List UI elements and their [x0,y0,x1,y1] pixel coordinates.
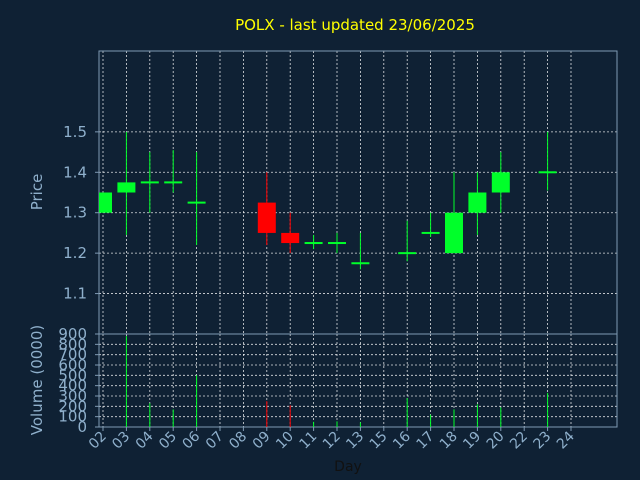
candle-body [117,182,136,193]
volume-tick-label: 300 [58,387,87,405]
candle-body [538,171,557,174]
candles [99,131,557,270]
volume-grid [99,334,617,427]
price-grid [99,51,617,334]
volume-tick-label: 0 [77,418,87,436]
candle-body [351,262,370,265]
x-tick-label: 15 [367,429,391,453]
candle-body [445,212,463,254]
x-axis: 02 03 04 05 06 07 08 09 10 11 12 13 15 16 17 18 19 20 22 23… [86,427,578,452]
x-tick-label: 11 [297,429,321,453]
volume-axis-label: Volume (0000) [28,325,46,435]
x-tick-label: 08 [226,429,250,453]
candle-body [398,252,417,255]
candle-10 [281,212,300,254]
x-tick-label: 09 [250,429,274,453]
x-tick-label: 10 [273,429,297,453]
x-tick-label: 22 [507,429,531,453]
candle-09 [257,172,276,246]
volume-tick-label: 200 [58,397,87,415]
candle-12 [328,232,346,254]
price-axis: 1.1 1.2 1.3 1.4 1.5 [63,123,99,303]
candle-13 [351,232,370,270]
candle-body [187,201,206,204]
x-tick-label: 20 [484,429,508,453]
x-tick-label: 07 [203,429,227,453]
candle-23 [538,131,557,191]
chart-title: POLX - last updated 23/06/2025 [235,16,475,34]
volume-panel-frame [98,333,618,428]
candle-03 [117,131,136,235]
candle-11 [304,234,323,250]
candle-body [257,202,276,233]
candle-body [140,181,159,184]
volume-tick-label: 800 [58,335,87,353]
candle-20 [491,152,510,213]
x-tick-label: 05 [156,429,180,453]
x-tick-label: 13 [343,429,367,453]
candle-04 [140,152,159,213]
x-tick-label: 19 [460,429,484,453]
x-tick-label: 17 [414,429,438,453]
volume-tick-label: 600 [58,356,87,374]
x-tick-label: 02 [86,429,110,453]
price-tick-label: 1.1 [63,285,87,303]
x-tick-label: 23 [531,429,555,453]
candle-19 [468,172,487,235]
volume-bars [125,336,549,427]
volume-tick-label: 700 [58,346,87,364]
candle-02 [99,192,112,213]
price-tick-label: 1.3 [63,204,87,222]
candle-body [468,192,487,213]
x-tick-label: 06 [180,428,204,452]
x-tick-label: 12 [320,429,344,453]
candle-body [328,242,346,245]
candle-06 [187,152,206,246]
x-tick-label: 03 [109,429,133,453]
candle-16 [398,220,417,262]
candle-body [99,192,112,213]
candle-18 [445,172,463,254]
price-tick-label: 1.2 [63,244,87,262]
volume-tick-label: 900 [58,325,87,343]
x-tick-label: 18 [437,429,461,453]
candle-body [164,181,183,184]
volume-tick-label: 500 [58,366,87,384]
x-tick-label: 24 [554,428,578,452]
price-tick-label: 1.4 [63,163,87,181]
candle-body [304,242,323,245]
price-tick-label: 1.5 [63,123,87,141]
x-tick-label: 16 [390,428,414,452]
candle-05 [164,150,183,193]
candle-body [491,172,510,193]
x-tick-label: 04 [133,428,157,452]
candle-body [421,231,440,234]
x-axis-label: Day [334,459,362,475]
volume-tick-label: 400 [58,377,87,395]
price-axis-label: Price [28,174,46,211]
candle-body [281,232,300,244]
volume-tick-label: 100 [58,408,87,426]
candle-17 [421,212,440,237]
price-panel-frame [98,50,618,335]
